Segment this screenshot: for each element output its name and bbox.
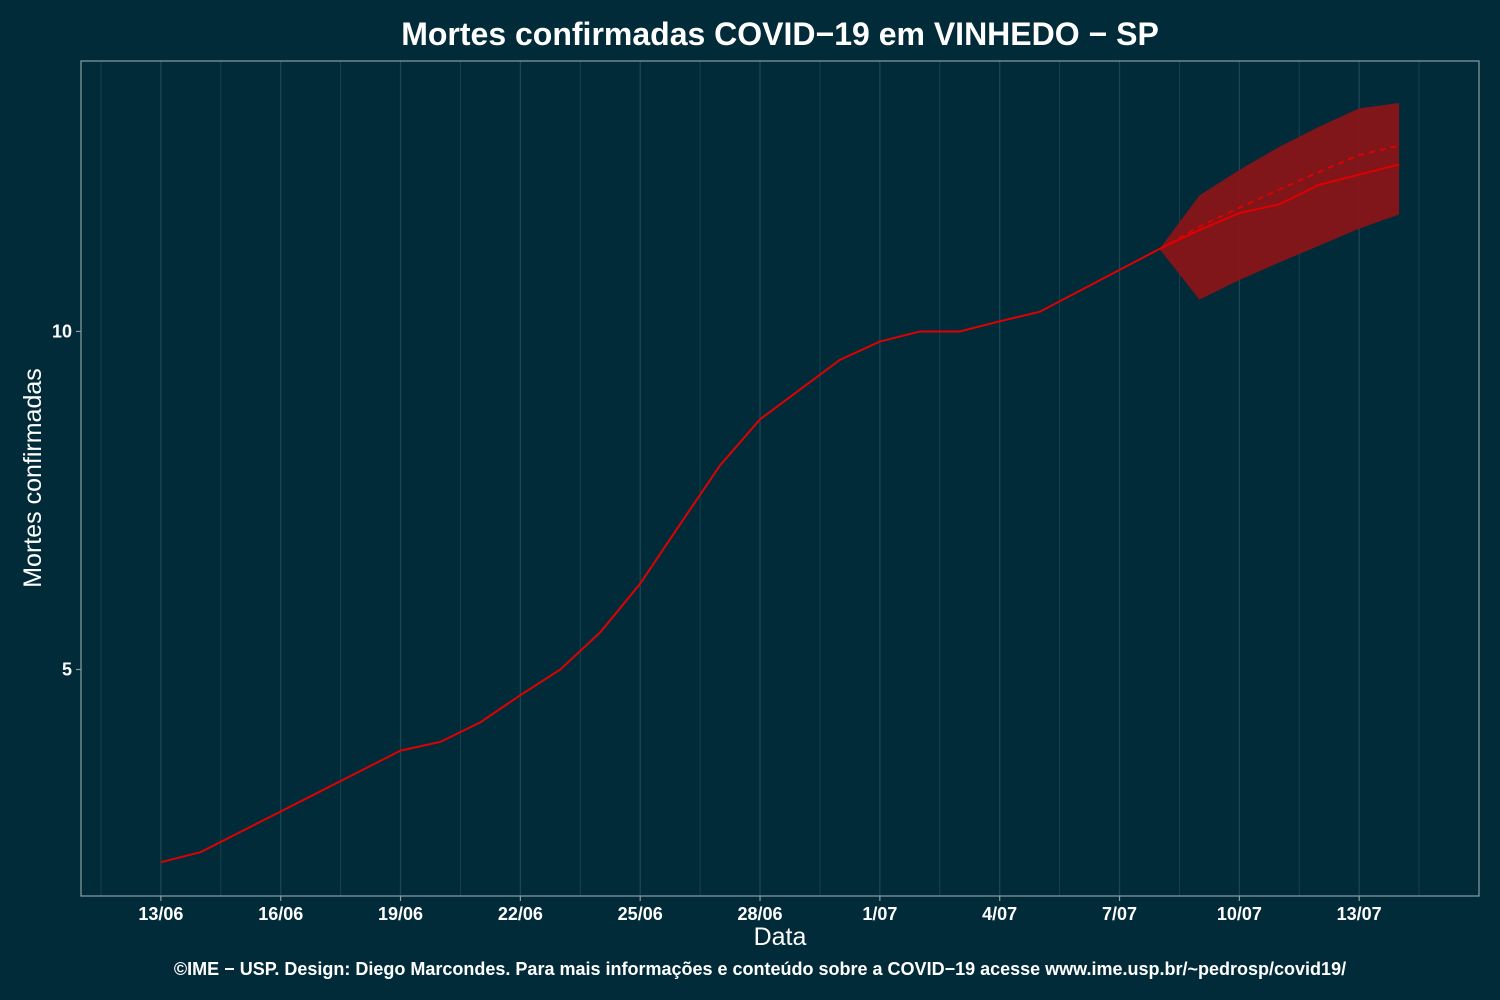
x-tick-label: 4/07: [982, 904, 1017, 924]
forecast-line: [1159, 163, 1400, 250]
grid: [100, 61, 1480, 896]
x-tick-label: 10/07: [1217, 904, 1262, 924]
forecast-interval-band: [1159, 102, 1400, 300]
y-tick-label: 10: [52, 321, 72, 341]
x-tick-label: 1/07: [862, 904, 897, 924]
x-tick-label: 25/06: [618, 904, 663, 924]
x-tick-label: 13/06: [138, 904, 183, 924]
x-tick-label: 22/06: [498, 904, 543, 924]
caption: ©IME − USP. Design: Diego Marcondes. Par…: [174, 959, 1346, 979]
x-axis-label: Data: [754, 923, 807, 951]
forecast-band-layer: [1159, 102, 1400, 300]
panel-border: [80, 60, 1480, 897]
x-axis-ticks: 13/06 16/06 19/06 22/06 25/06 28/06 1/07 4/07 7/…: [138, 896, 1382, 924]
x-tick-label: 19/06: [378, 904, 423, 924]
observed-line: [160, 248, 1160, 864]
x-tick-label: 16/06: [258, 904, 303, 924]
x-tick-label: 28/06: [738, 904, 783, 924]
y-axis-label: Mortes confirmadas: [19, 368, 47, 588]
x-tick-label: 7/07: [1102, 904, 1137, 924]
x-tick-label: 13/07: [1337, 904, 1382, 924]
series-layer: [160, 144, 1400, 864]
y-tick-label: 5: [62, 660, 72, 680]
forecast-trend-line: [1159, 144, 1400, 250]
y-axis-ticks: 5 10: [52, 321, 81, 680]
chart-title: Mortes confirmadas COVID−19 em VINHEDO −…: [401, 16, 1159, 52]
